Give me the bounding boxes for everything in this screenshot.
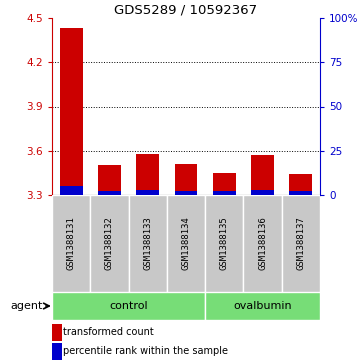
Bar: [136, 154, 159, 195]
Bar: [98, 166, 121, 195]
Text: GSM1388133: GSM1388133: [143, 217, 152, 270]
Bar: [243, 195, 282, 292]
Text: GSM1388131: GSM1388131: [67, 217, 76, 270]
Bar: [129, 195, 167, 292]
Bar: [174, 191, 198, 195]
Text: GSM1388136: GSM1388136: [258, 217, 267, 270]
Bar: [60, 28, 83, 195]
Bar: [174, 164, 198, 195]
Bar: [52, 292, 205, 320]
Text: agent: agent: [11, 301, 43, 311]
Bar: [90, 195, 129, 292]
Bar: [205, 195, 243, 292]
Bar: [205, 292, 320, 320]
Bar: [52, 324, 62, 340]
Bar: [282, 195, 320, 292]
Bar: [213, 173, 236, 195]
Bar: [52, 343, 62, 360]
Bar: [251, 155, 274, 195]
Text: percentile rank within the sample: percentile rank within the sample: [63, 346, 228, 356]
Text: GSM1388134: GSM1388134: [182, 217, 190, 270]
Bar: [60, 186, 83, 195]
Text: ovalbumin: ovalbumin: [233, 301, 292, 311]
Bar: [136, 190, 159, 195]
Text: GSM1388132: GSM1388132: [105, 217, 114, 270]
Bar: [289, 191, 312, 195]
Text: transformed count: transformed count: [63, 327, 154, 338]
Text: GSM1388135: GSM1388135: [220, 217, 229, 270]
Title: GDS5289 / 10592367: GDS5289 / 10592367: [115, 4, 257, 17]
Bar: [251, 190, 274, 195]
Text: control: control: [109, 301, 148, 311]
Bar: [52, 195, 90, 292]
Text: GSM1388137: GSM1388137: [296, 217, 305, 270]
Bar: [167, 195, 205, 292]
Bar: [289, 174, 312, 195]
Bar: [213, 191, 236, 195]
Bar: [98, 191, 121, 195]
